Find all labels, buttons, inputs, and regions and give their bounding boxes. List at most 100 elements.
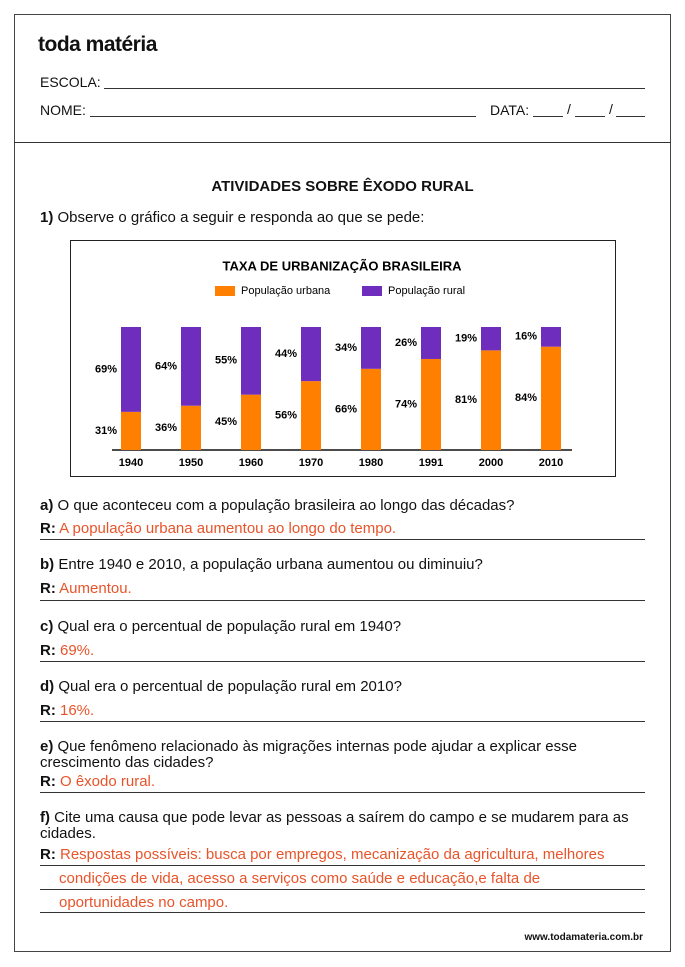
value-label: 56% [275, 409, 297, 421]
x-tick-label: 1980 [359, 457, 383, 469]
school-line [104, 88, 645, 89]
question-number: 1) [40, 209, 54, 226]
value-label: 16% [515, 331, 537, 343]
answer-row: R: O êxodo rural. [40, 774, 650, 790]
answer-line [40, 912, 645, 913]
x-tick-label: 1940 [119, 457, 143, 469]
answer-row: oportunidades no campo. [59, 895, 669, 911]
question-letter: d) [40, 678, 55, 695]
answer-row: R: 69%. [40, 643, 650, 659]
bar-segment [241, 394, 261, 450]
answer-text: condições de vida, acesso a serviços com… [59, 870, 541, 887]
question-letter: e) [40, 738, 54, 755]
question-text: O que aconteceu com a população brasilei… [57, 497, 515, 514]
question: a) O que aconteceu com a população brasi… [40, 498, 650, 514]
question: c) Qual era o percentual de população ru… [40, 619, 650, 635]
answer-label: R: [40, 702, 56, 719]
question-text: Qual era o percentual de população rural… [57, 618, 402, 635]
chart-title: TAXA DE URBANIZAÇÃO BRASILEIRA [222, 258, 462, 273]
legend-swatch [215, 286, 235, 296]
value-label: 36% [155, 422, 177, 434]
answer-line [40, 661, 645, 662]
date-separator: / [567, 101, 571, 117]
answer-text: oportunidades no campo. [59, 894, 229, 911]
answer-row: R: Aumentou. [40, 581, 650, 597]
answer-label: R: [40, 520, 56, 537]
date-line [616, 116, 645, 117]
answer-line [40, 889, 645, 890]
bar-segment [301, 381, 321, 450]
answer-text: Respostas possíveis: busca por empregos,… [60, 846, 605, 863]
bar-segment [481, 327, 501, 351]
question: d) Qual era o percentual de população ru… [40, 679, 650, 695]
answer-text: O êxodo rural. [60, 773, 156, 790]
question-text: Que fenômeno relacionado às migrações in… [40, 738, 577, 771]
x-tick-label: 1950 [179, 457, 203, 469]
answer-text: A população urbana aumentou ao longo do … [59, 520, 397, 537]
answer-text: Aumentou. [59, 580, 132, 597]
bar-segment [121, 411, 141, 450]
legend-label: População rural [388, 285, 465, 297]
answer-row: R: Respostas possíveis: busca por empreg… [40, 847, 650, 863]
bar-segment [181, 405, 201, 450]
answer-label: R: [40, 773, 56, 790]
chart-frame [70, 240, 616, 477]
question-letter: a) [40, 497, 54, 514]
value-label: 44% [275, 348, 297, 360]
question-text: Cite uma causa que pode levar as pessoas… [40, 809, 629, 842]
x-tick-label: 2010 [539, 457, 563, 469]
logo: toda matéria [38, 33, 157, 56]
legend-swatch [362, 286, 382, 296]
value-label: 64% [155, 360, 177, 372]
value-label: 81% [455, 394, 477, 406]
answer-row: R: 16%. [40, 703, 650, 719]
value-label: 31% [95, 425, 117, 437]
bar-segment [361, 368, 381, 450]
question-text: Entre 1940 e 2010, a população urbana au… [58, 556, 483, 573]
bar-segment [361, 327, 381, 369]
bar-segment [421, 327, 441, 359]
question-letter: f) [40, 809, 50, 826]
footer-url: www.todamateria.com.br [524, 932, 643, 943]
date-separator: / [609, 101, 613, 117]
answer-line [40, 721, 645, 722]
value-label: 26% [395, 337, 417, 349]
x-tick-label: 1960 [239, 457, 263, 469]
question-letter: c) [40, 618, 54, 635]
worksheet-title: ATIVIDADES SOBRE ÊXODO RURAL [211, 178, 474, 195]
page-frame [14, 14, 671, 952]
date-line [575, 116, 605, 117]
answer-line [40, 865, 645, 866]
header-divider [14, 142, 671, 143]
bar-segment [541, 346, 561, 450]
question-text: Qual era o percentual de população rural… [58, 678, 402, 695]
value-label: 19% [455, 333, 477, 345]
name-label: NOME: [40, 102, 86, 118]
question: b) Entre 1940 e 2010, a população urbana… [40, 557, 650, 573]
date-line [533, 116, 563, 117]
answer-label: R: [40, 580, 56, 597]
answer-line [40, 539, 645, 540]
answer-line [40, 600, 645, 601]
value-label: 45% [215, 416, 237, 428]
question-text: Observe o gráfico a seguir e responda ao… [57, 209, 425, 226]
legend-label: População urbana [241, 285, 331, 297]
chart: TAXA DE URBANIZAÇÃO BRASILEIRA População… [70, 240, 616, 477]
answer-label: R: [40, 846, 56, 863]
x-tick-label: 1970 [299, 457, 323, 469]
question-1: 1) Observe o gráfico a seguir e responda… [40, 210, 424, 226]
x-tick-label: 2000 [479, 457, 503, 469]
answer-text: 16%. [60, 702, 95, 719]
value-label: 34% [335, 342, 357, 354]
date-label: DATA: [490, 102, 530, 118]
school-label: ESCOLA: [40, 74, 101, 90]
bar-segment [541, 327, 561, 347]
bar-segment [181, 327, 201, 406]
question: e) Que fenômeno relacionado às migrações… [40, 739, 650, 771]
value-label: 74% [395, 398, 417, 410]
value-label: 84% [515, 392, 537, 404]
bar-segment [301, 327, 321, 382]
bar-segment [121, 327, 141, 412]
answer-line [40, 792, 645, 793]
